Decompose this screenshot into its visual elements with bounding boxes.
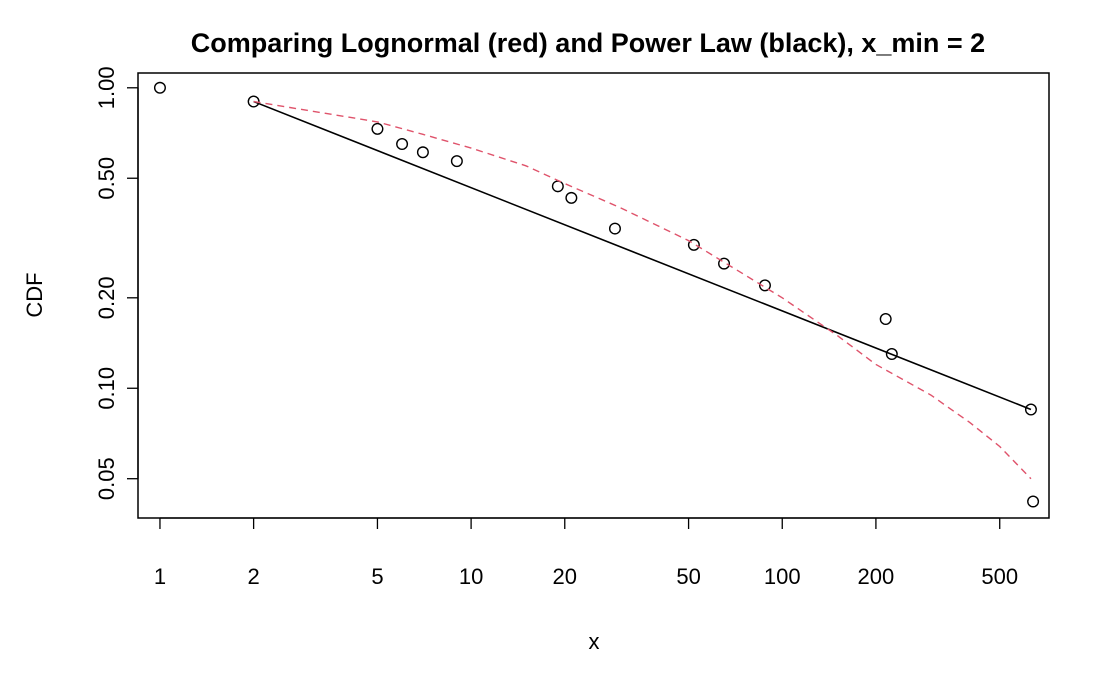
data-point [450,155,463,168]
y-tick-label: 0.05 [94,457,119,500]
power-law-fit-line [253,100,1032,411]
data-point [396,138,409,151]
x-axis: 1 2 5 10 20 50 100 200 500 [154,517,1018,589]
x-tick-label: 200 [858,564,895,589]
data-point [416,146,429,159]
y-tick-label: 1.00 [94,66,119,109]
x-axis-label: x [589,629,600,654]
x-tick-label: 5 [371,564,383,589]
x-tick-label: 100 [764,564,801,589]
y-axis-label: CDF [22,272,47,317]
x-tick-label: 500 [981,564,1018,589]
data-point [1027,495,1040,508]
data-point [879,313,892,326]
x-tick-label: 50 [676,564,700,589]
x-tick-label: 10 [459,564,483,589]
y-tick-label: 0.10 [94,367,119,410]
lognormal-fit-line [253,100,1032,480]
series-layer [153,81,1040,508]
data-point [758,279,771,292]
y-tick-label: 0.50 [94,157,119,200]
data-point [687,238,700,251]
data-point [247,95,260,108]
data-points [153,81,1040,508]
y-axis: 0.05 0.10 0.20 0.50 1.00 [94,66,139,500]
data-point [371,122,384,135]
x-tick-label: 20 [553,564,577,589]
y-tick-label: 0.20 [94,276,119,319]
data-point [153,81,166,94]
data-point [1024,403,1037,416]
data-point [718,257,731,270]
data-point [565,191,578,204]
data-point [608,222,621,235]
data-point [551,180,564,193]
chart-title: Comparing Lognormal (red) and Power Law … [191,28,985,58]
data-point [885,348,898,361]
plot-frame [137,72,1050,519]
x-tick-label: 1 [154,564,166,589]
x-tick-label: 2 [247,564,259,589]
